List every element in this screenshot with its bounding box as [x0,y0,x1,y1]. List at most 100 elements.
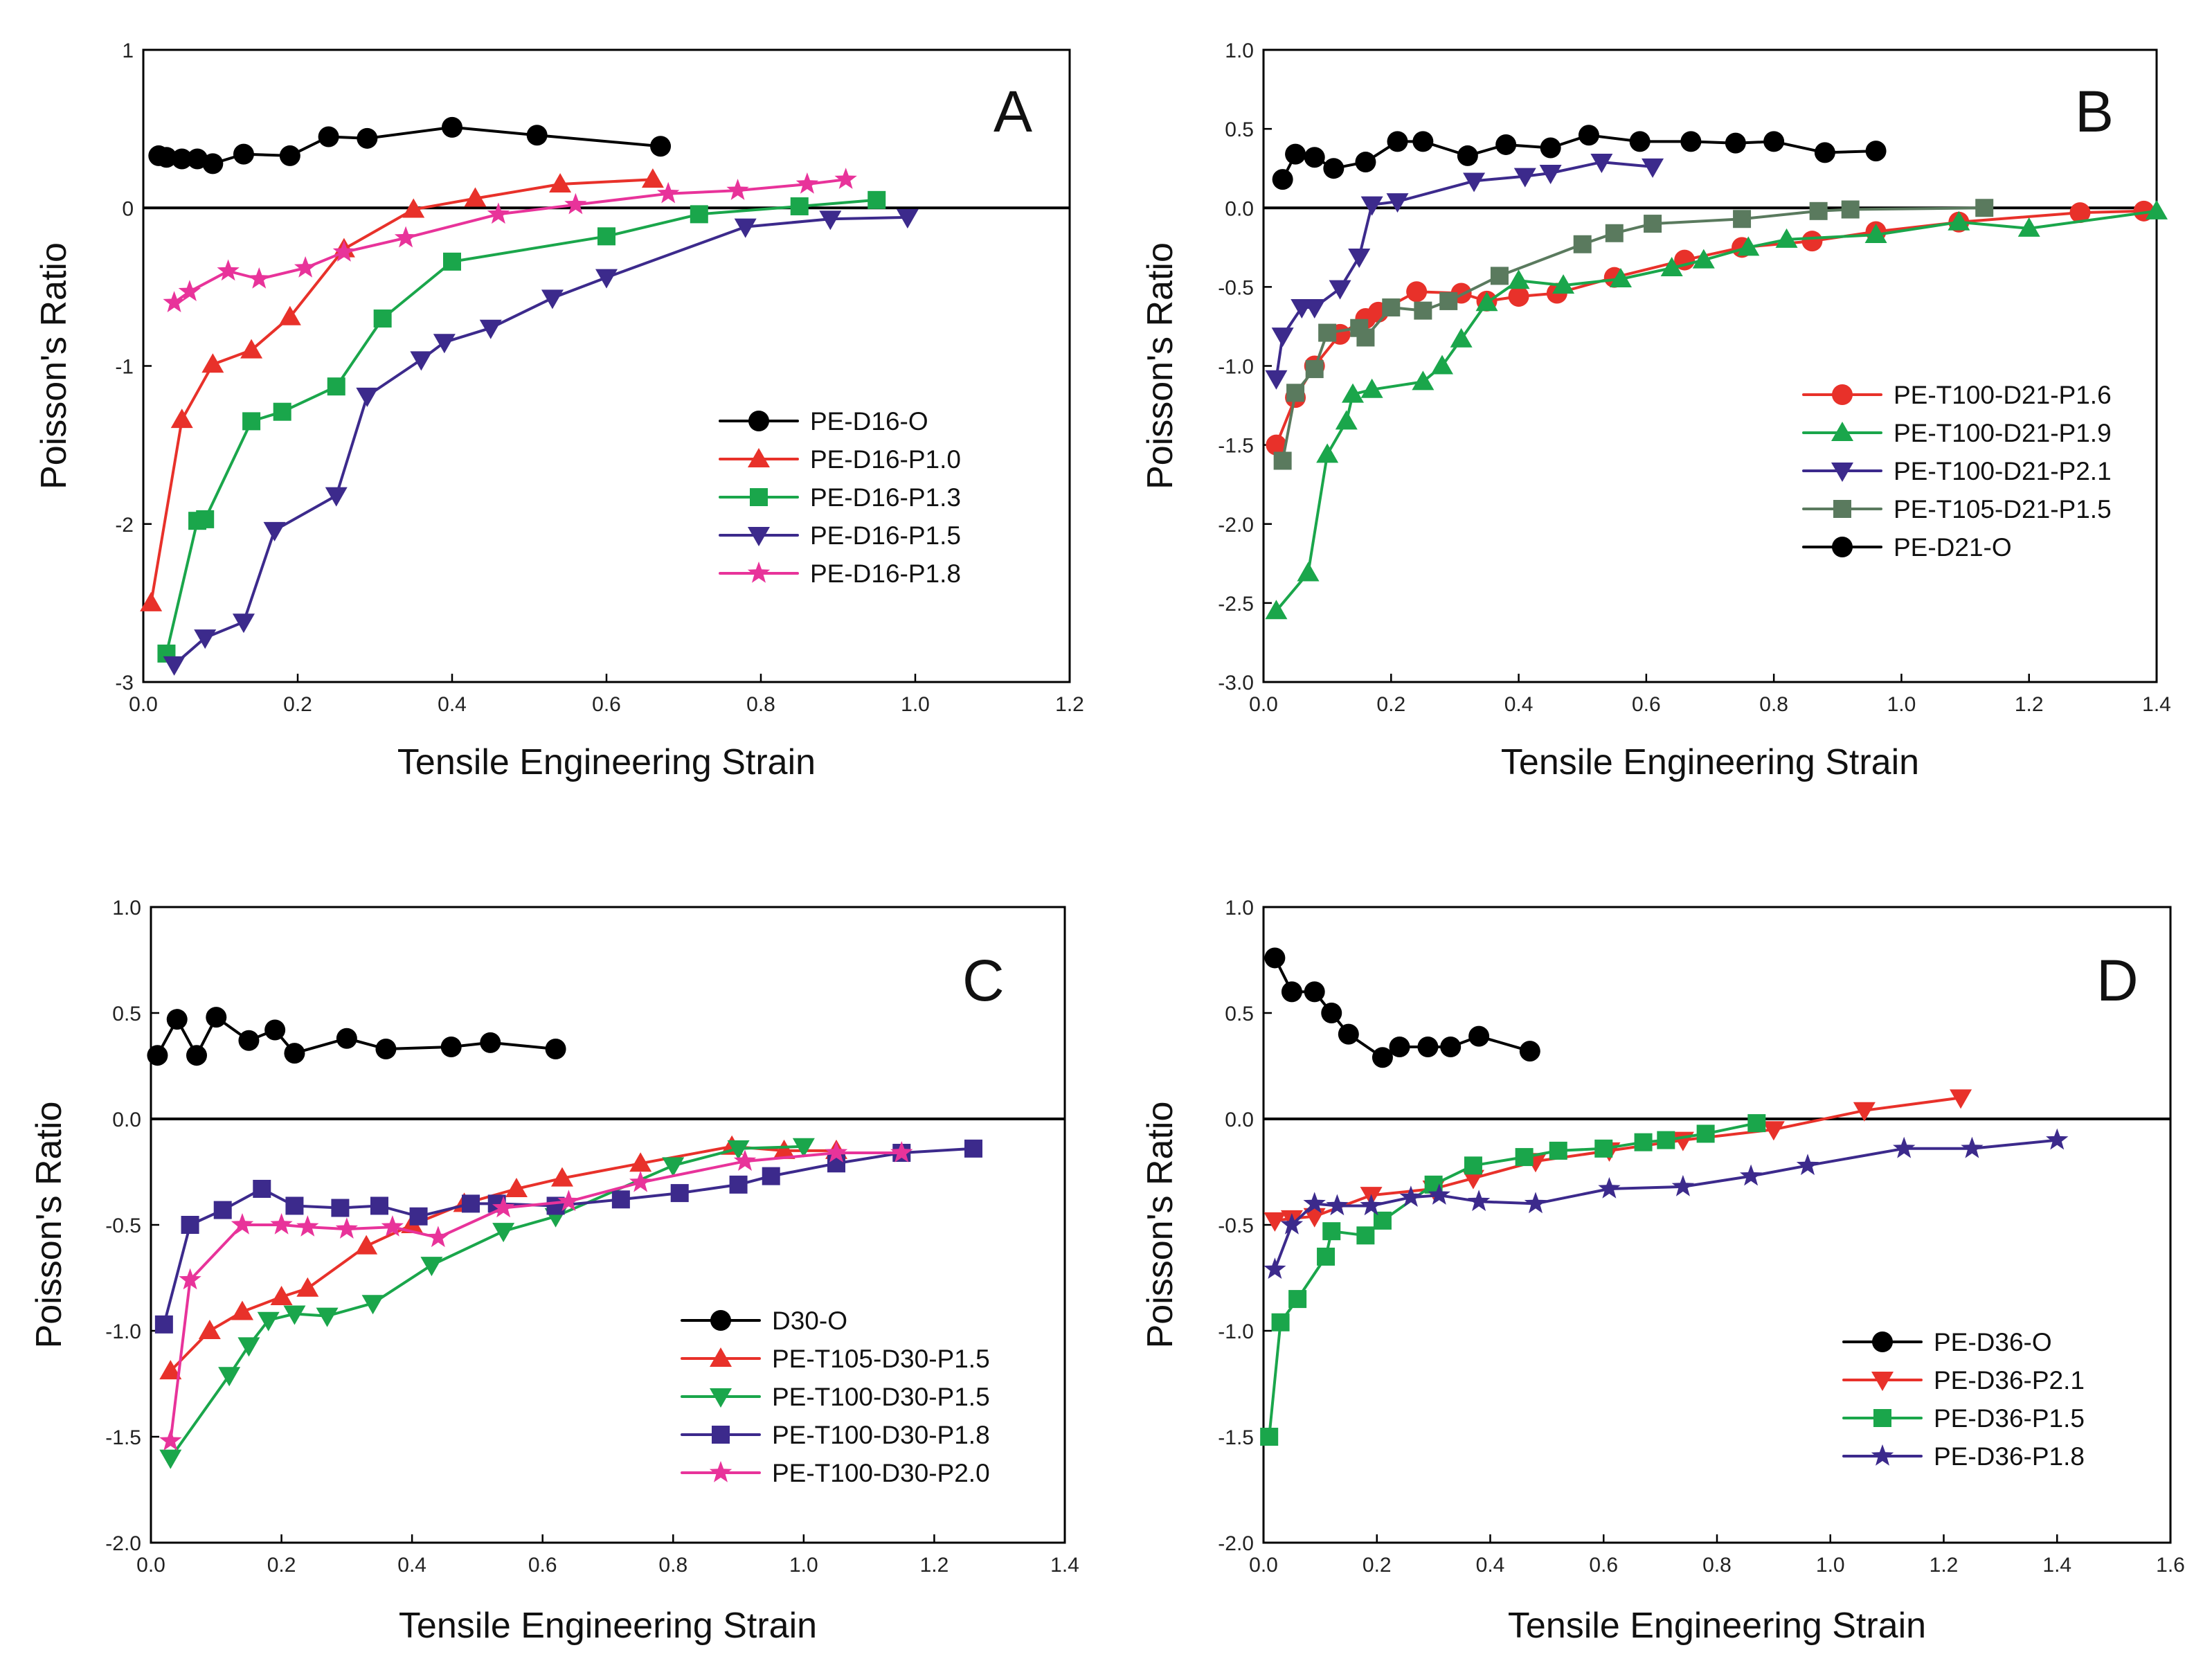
data-point-pe-d16-p1-8 [834,168,857,189]
data-point-pe-t100-d30-p1-5 [218,1367,241,1387]
data-point-pe-d36-o [1389,1036,1410,1057]
data-point-pe-t100-d30-p2-0 [270,1213,293,1235]
panel-a-y-tick-label: -1 [115,356,134,379]
panel-a-y-tick-label: 1 [122,39,134,62]
panel-c-letter: C [962,948,1005,1013]
panel-c-x-tick-label: 1.4 [1050,1554,1079,1577]
legend-label-pe-d16-o: PE-D16-O [810,407,928,436]
data-point-pe-d36-p2-1 [1303,1208,1326,1228]
panel-c-chart: 0.0 0.2 0.4 0.6 0.8 1.0 1.2 1.4 1.0 0.5 0.0 -0.5 -1.… [29,897,1079,1646]
panel-d-x-tick-label: 1.2 [1930,1554,1959,1577]
data-point-pe-d21-o [1540,137,1561,159]
data-point-pe-d36-p1-5 [1317,1247,1336,1266]
data-point-pe-d21-o [1495,134,1517,155]
series-pe-d16-p1-5 [163,208,919,676]
data-point-pe-d16-p1-0 [278,305,301,325]
data-point-pe-t105-d21-p1-5 [1841,200,1860,219]
panel-b-y-tick-label: -2.5 [1218,593,1254,616]
legend-marker-pe-t100-d21-p2-1 [1831,463,1853,482]
series-pe-d16-o [148,116,672,174]
data-point-pe-d36-p1-8 [1961,1136,1984,1158]
data-point-pe-t100-d21-p2-1 [1329,280,1351,300]
data-point-pe-d16-p1-5 [410,351,433,371]
panel-d-x-tick-label: 1.6 [2156,1554,2185,1577]
data-point-pe-d16-p1-3 [242,412,261,431]
data-point-pe-t105-d21-p1-5 [1382,298,1401,317]
data-point-pe-t100-d21-p2-1 [1590,154,1613,174]
panel-d-y-tick-label: 0.0 [1225,1109,1254,1131]
data-point-pe-d36-p1-8 [1303,1192,1326,1214]
data-point-pe-d16-p1-5 [433,334,456,354]
legend-marker-pe-d21-o [1832,537,1853,557]
data-point-pe-d36-p1-5 [1696,1124,1715,1143]
data-point-pe-d16-p1-5 [356,387,379,407]
data-point-pe-d36-o [1468,1025,1490,1047]
data-point-pe-d16-p1-5 [479,319,502,339]
data-point-pe-d36-p1-5 [1356,1226,1375,1245]
data-point-pe-t100-d21-p1-9 [1775,228,1798,248]
data-point-pe-d16-p1-3 [373,310,392,328]
data-point-d30-o [166,1009,188,1030]
legend-label-pe-t100-d30-p1-5: PE-T100-D30-P1.5 [772,1383,990,1411]
panel-b-x-tick-label: 0.2 [1376,693,1405,716]
data-point-pe-d36-p1-5 [1549,1141,1567,1160]
data-point-pe-d16-p1-8 [657,181,680,204]
data-point-pe-t100-d21-p1-9 [1342,383,1364,403]
panel-b-x-tick-label: 0.0 [1249,693,1278,716]
data-point-pe-d36-p1-5 [1288,1290,1307,1309]
data-point-pe-d16-p1-0 [140,591,163,611]
data-point-pe-d16-p1-0 [641,168,664,188]
panel-b-letter: B [2075,79,2114,144]
data-point-pe-t105-d30-p1-5 [231,1300,253,1320]
data-point-pe-t100-d30-p1-5 [420,1257,443,1277]
panel-a-x-tick-label: 0.2 [283,693,312,716]
legend-label-pe-d16-p1-0: PE-D16-P1.0 [810,445,961,474]
data-point-pe-d36-p1-8 [1280,1213,1304,1235]
data-point-d30-o [147,1045,168,1066]
data-point-pe-t100-d21-p2-1 [1265,370,1288,390]
data-point-pe-d36-p1-8 [1524,1192,1547,1214]
series-pe-d36-o [1264,947,1540,1068]
data-point-pe-d16-o [357,127,378,149]
legend-label-pe-d36-p1-8: PE-D36-P1.8 [1934,1442,2085,1471]
data-point-pe-t105-d30-p1-5 [355,1235,378,1255]
data-point-pe-d36-o [1417,1036,1439,1057]
data-point-pe-d16-p1-5 [595,269,618,289]
panel-a-legend: PE-D16-O PE-D16-P1.0 PE-D16-P1.3 PE-D16-P1.… [719,407,961,588]
legend-marker-d30-o [710,1310,731,1331]
data-point-d30-o [480,1032,501,1053]
data-point-d30-o [238,1030,260,1051]
panel-d-y-tick-label: -1.5 [1218,1426,1254,1449]
data-point-pe-d16-p1-8 [332,240,356,262]
data-point-pe-t100-d21-p1-9 [1737,236,1760,256]
data-point-pe-d36-o [1264,947,1286,969]
legend-marker-pe-d16-p1-8 [747,562,771,583]
panel-b-y-axis-title: Poisson's Ratio [1140,242,1180,490]
data-point-pe-t100-d21-p2-1 [1348,249,1371,269]
data-point-pe-d36-p1-8 [1399,1185,1422,1207]
data-point-pe-t100-d30-p1-8 [964,1139,982,1158]
data-point-pe-d21-o [1285,143,1306,165]
data-point-pe-t100-d30-p1-5 [662,1157,685,1177]
data-point-pe-t100-d21-p1-9 [1864,224,1887,244]
panel-c-x-tick-label: 0.4 [397,1554,426,1577]
data-point-pe-d36-o [1281,981,1302,1003]
data-point-pe-t100-d21-p1-9 [1450,328,1473,348]
data-point-pe-d16-p1-3 [327,377,345,396]
data-point-pe-t105-d30-p1-5 [198,1320,221,1339]
data-point-pe-d21-o [1323,158,1345,179]
data-point-pe-d21-o [1355,152,1376,173]
data-point-pe-d16-o [318,126,339,147]
legend-marker-pe-t100-d30-p2-0 [709,1461,732,1482]
data-point-pe-t105-d21-p1-5 [1573,235,1592,253]
data-point-pe-t100-d21-p1-9 [1475,292,1498,312]
panel-c-x-tick-label: 1.2 [920,1554,949,1577]
data-point-pe-d16-p1-8 [726,179,749,200]
data-point-pe-t100-d21-p1-9 [1335,410,1358,430]
data-point-pe-t100-d21-p1-9 [1552,274,1575,294]
data-point-pe-d16-p1-8 [394,226,417,248]
data-point-pe-t100-d30-p2-0 [159,1429,182,1451]
legend-marker-pe-t100-d30-p1-5 [710,1388,732,1408]
data-point-d30-o [545,1039,566,1060]
